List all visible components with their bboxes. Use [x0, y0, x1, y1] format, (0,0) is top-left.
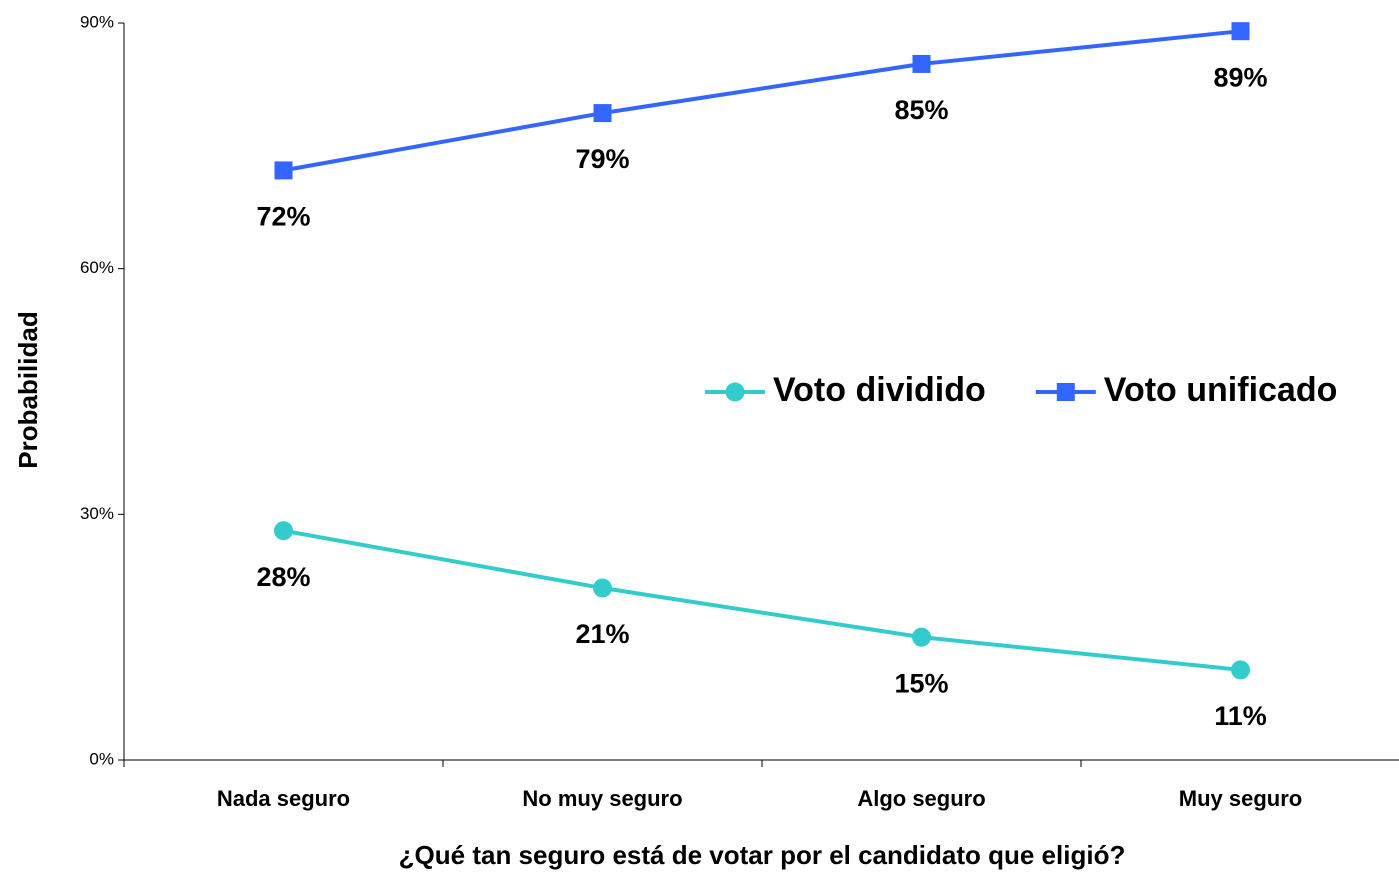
y-tick-label: 60%	[80, 258, 114, 277]
data-label: 72%	[256, 202, 310, 232]
y-tick-label: 90%	[80, 12, 114, 31]
x-tick-label: Nada seguro	[217, 786, 350, 811]
x-tick-label: Algo seguro	[857, 786, 985, 811]
legend-label: Voto unificado	[1104, 371, 1338, 409]
legend-marker	[725, 382, 745, 402]
point	[912, 627, 931, 647]
data-label: 21%	[575, 619, 629, 649]
data-label: 11%	[1214, 701, 1267, 731]
series-line	[283, 29, 1241, 173]
point	[1231, 22, 1250, 41]
data-label: 15%	[894, 668, 948, 698]
x-axis-title: ¿Qué tan seguro está de votar por el can…	[399, 840, 1126, 870]
point	[1231, 660, 1250, 680]
series-line	[283, 528, 1241, 672]
x-tick-label: Muy seguro	[1179, 786, 1302, 811]
point	[593, 578, 612, 598]
point	[274, 161, 293, 180]
y-tick-label: 0%	[89, 749, 114, 768]
y-tick-label: 30%	[80, 504, 114, 523]
point	[593, 104, 612, 123]
data-label: 79%	[575, 144, 629, 174]
data-label: 28%	[256, 562, 310, 592]
point	[912, 54, 931, 73]
y-axis-title: Probabilidad	[13, 311, 43, 468]
x-tick-label: No muy seguro	[522, 786, 682, 811]
legend-label: Voto dividido	[773, 371, 986, 409]
point	[274, 521, 293, 541]
data-label: 85%	[894, 95, 948, 125]
data-label: 89%	[1213, 62, 1267, 92]
legend-marker	[1056, 383, 1075, 401]
